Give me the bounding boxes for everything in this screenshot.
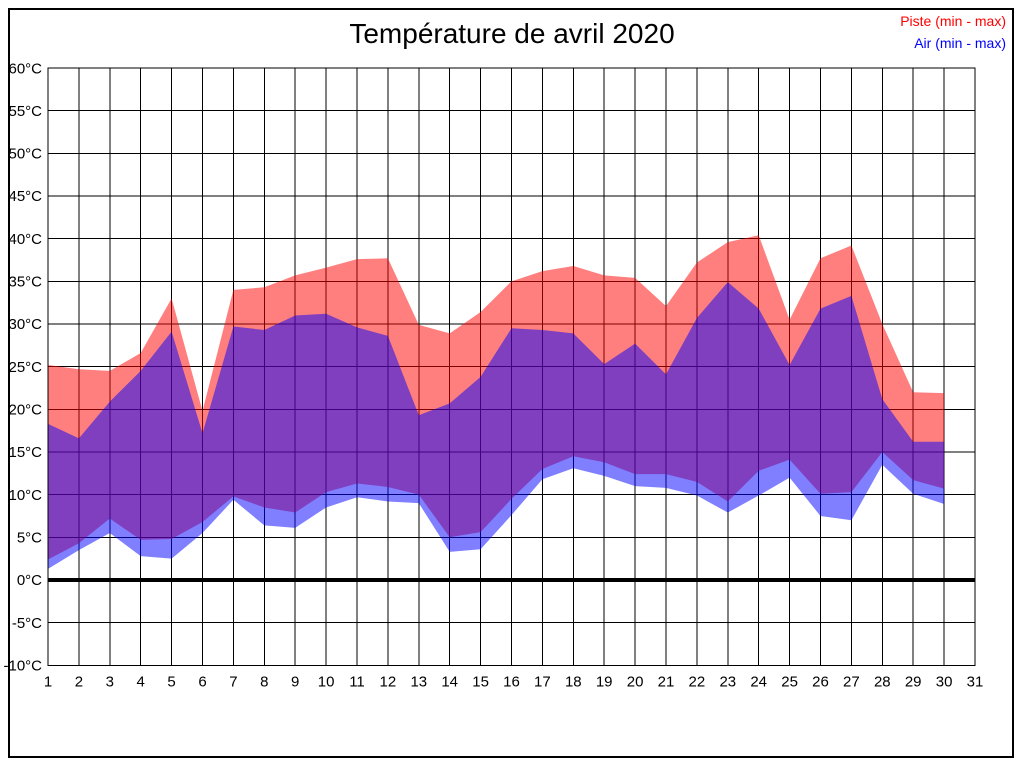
chart-title: Température de avril 2020 xyxy=(349,18,675,49)
y-axis-labels: -10°C -5°C 0°C 5°C 10°C 15°C 20°C 25°C 30°C 35°C 4… xyxy=(3,60,42,674)
svg-text:26: 26 xyxy=(812,673,829,690)
svg-text:10: 10 xyxy=(318,673,335,690)
svg-text:20: 20 xyxy=(627,673,644,690)
svg-text:4: 4 xyxy=(137,673,145,690)
svg-text:15: 15 xyxy=(472,673,489,690)
svg-text:60°C: 60°C xyxy=(8,60,42,77)
svg-text:0°C: 0°C xyxy=(17,572,42,589)
svg-text:14: 14 xyxy=(441,673,458,690)
legend-piste-label: Piste (min - max) xyxy=(900,13,1006,29)
svg-text:-5°C: -5°C xyxy=(12,615,42,632)
svg-text:8: 8 xyxy=(260,673,268,690)
svg-text:25°C: 25°C xyxy=(8,359,42,376)
svg-text:6: 6 xyxy=(198,673,206,690)
svg-text:9: 9 xyxy=(291,673,299,690)
svg-text:27: 27 xyxy=(843,673,860,690)
svg-text:15°C: 15°C xyxy=(8,444,42,461)
svg-text:11: 11 xyxy=(349,673,365,690)
x-axis-labels: 1 2 3 4 5 6 7 8 9 10 11 12 13 14 15 16 17 18 19 20 21 22 23 24 2… xyxy=(44,673,984,690)
svg-text:35°C: 35°C xyxy=(8,274,42,291)
svg-text:-10°C: -10°C xyxy=(3,658,42,675)
svg-text:17: 17 xyxy=(534,673,551,690)
svg-text:50°C: 50°C xyxy=(8,146,42,163)
svg-text:22: 22 xyxy=(689,673,706,690)
air-minmax-band xyxy=(48,282,945,569)
svg-text:2: 2 xyxy=(75,673,83,690)
svg-text:40°C: 40°C xyxy=(8,231,42,248)
svg-text:24: 24 xyxy=(750,673,767,690)
svg-text:7: 7 xyxy=(229,673,237,690)
svg-text:20°C: 20°C xyxy=(8,402,42,419)
svg-text:25: 25 xyxy=(781,673,798,690)
svg-text:3: 3 xyxy=(106,673,114,690)
chart-legend: Piste (min - max) Air (min - max) xyxy=(900,10,1006,54)
svg-text:30: 30 xyxy=(936,673,953,690)
svg-text:10°C: 10°C xyxy=(8,487,42,504)
svg-text:21: 21 xyxy=(658,673,675,690)
svg-text:18: 18 xyxy=(565,673,582,690)
svg-text:16: 16 xyxy=(503,673,520,690)
svg-text:55°C: 55°C xyxy=(8,103,42,120)
svg-text:30°C: 30°C xyxy=(8,316,42,333)
plot-border xyxy=(47,67,976,666)
svg-text:13: 13 xyxy=(410,673,427,690)
svg-text:45°C: 45°C xyxy=(8,188,42,205)
svg-text:29: 29 xyxy=(905,673,922,690)
svg-text:19: 19 xyxy=(596,673,613,690)
svg-text:23: 23 xyxy=(719,673,736,690)
svg-text:31: 31 xyxy=(967,673,984,690)
svg-text:1: 1 xyxy=(44,673,52,690)
svg-text:5°C: 5°C xyxy=(17,530,42,547)
svg-text:28: 28 xyxy=(874,673,891,690)
legend-air-label: Air (min - max) xyxy=(914,35,1006,51)
svg-text:5: 5 xyxy=(167,673,175,690)
svg-text:12: 12 xyxy=(380,673,397,690)
